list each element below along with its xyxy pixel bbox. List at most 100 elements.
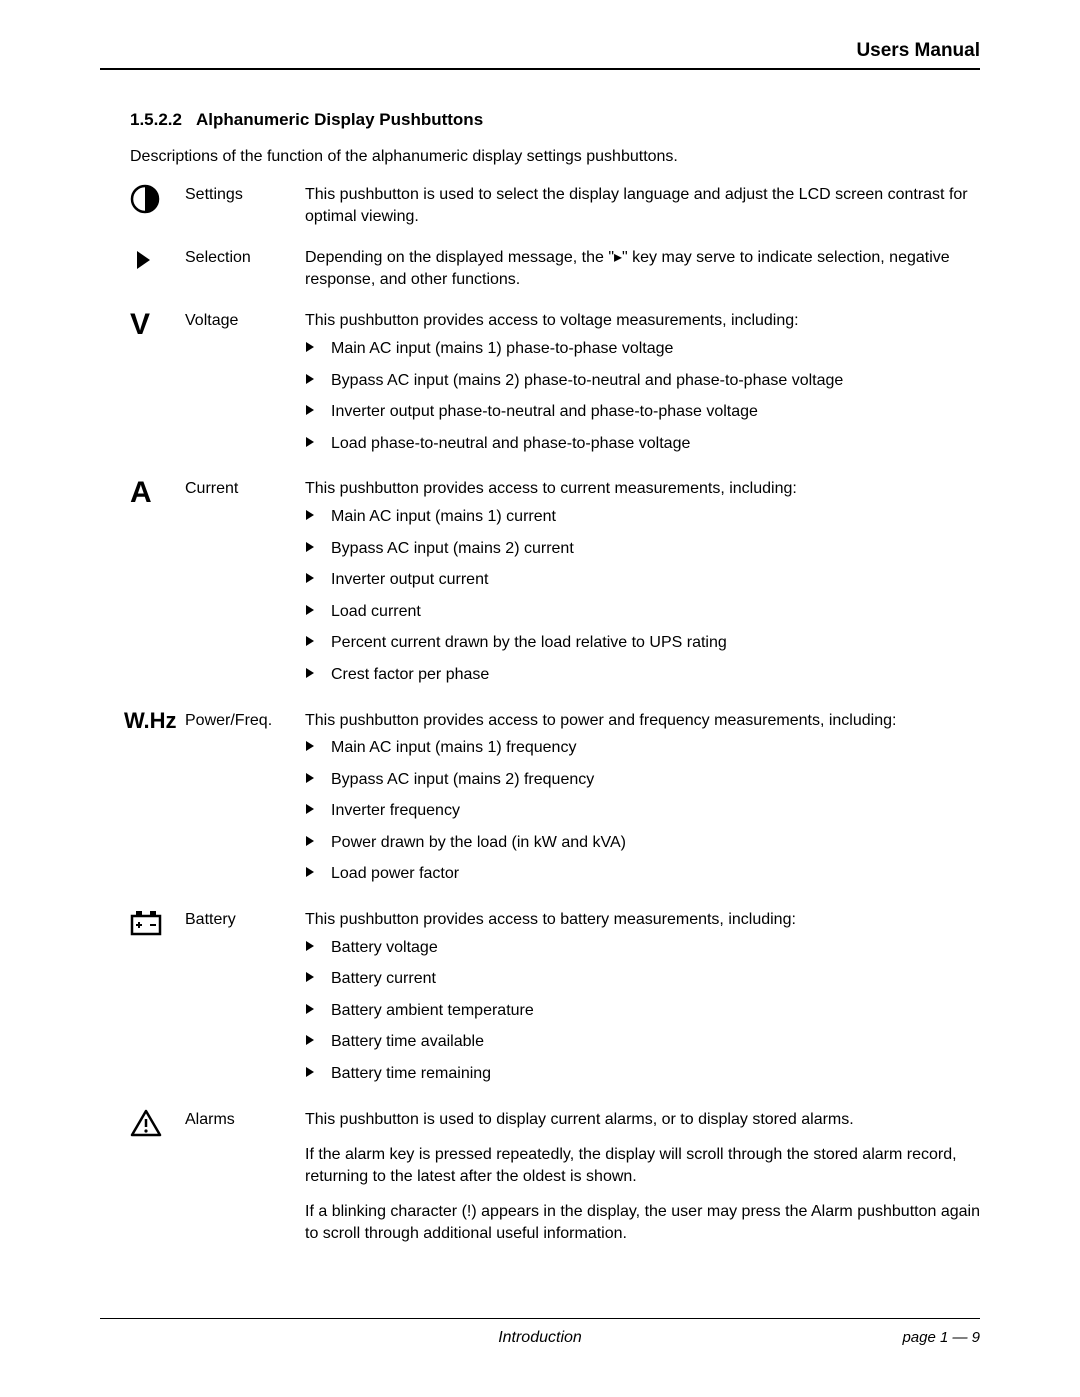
contrast-icon bbox=[130, 184, 185, 214]
row-settings: Settings This pushbutton is used to sele… bbox=[130, 184, 980, 233]
row-alarms: Alarms This pushbutton is used to displa… bbox=[130, 1109, 980, 1259]
voltage-desc: This pushbutton provides access to volta… bbox=[305, 310, 980, 464]
powerfreq-bullets: Main AC input (mains 1) frequency Bypass … bbox=[305, 737, 980, 885]
bullet-item: Load power factor bbox=[305, 863, 980, 885]
bullet-marker-icon bbox=[305, 506, 331, 521]
bullet-text: Load current bbox=[331, 601, 421, 623]
voltage-icon: V bbox=[130, 310, 185, 340]
bullet-item: Battery voltage bbox=[305, 937, 980, 959]
powerfreq-desc: This pushbutton provides access to power… bbox=[305, 710, 980, 896]
row-voltage: V Voltage This pushbutton provides acces… bbox=[130, 310, 980, 464]
bullet-text: Inverter output phase-to-neutral and pha… bbox=[331, 401, 758, 423]
section-heading: 1.5.2.2 Alphanumeric Display Pushbuttons bbox=[130, 110, 980, 130]
bullet-marker-icon bbox=[305, 1063, 331, 1078]
current-bullets: Main AC input (mains 1) current Bypass AC… bbox=[305, 506, 980, 686]
row-powerfreq: W.Hz Power/Freq. This pushbutton provide… bbox=[130, 710, 980, 896]
battery-desc: This pushbutton provides access to batte… bbox=[305, 909, 980, 1095]
battery-bullets: Battery voltage Battery current Battery am… bbox=[305, 937, 980, 1085]
bullet-item: Inverter output current bbox=[305, 569, 980, 591]
bullet-text: Main AC input (mains 1) current bbox=[331, 506, 556, 528]
bullet-item: Battery current bbox=[305, 968, 980, 990]
footer-center: Introduction bbox=[498, 1329, 582, 1347]
section-number: 1.5.2.2 bbox=[130, 110, 182, 129]
bullet-item: Crest factor per phase bbox=[305, 664, 980, 686]
bullet-item: Load current bbox=[305, 601, 980, 623]
bullet-item: Inverter frequency bbox=[305, 800, 980, 822]
bullet-item: Battery time remaining bbox=[305, 1063, 980, 1085]
bullet-text: Power drawn by the load (in kW and kVA) bbox=[331, 832, 626, 854]
bullet-marker-icon bbox=[305, 433, 331, 448]
row-selection: Selection Depending on the displayed mes… bbox=[130, 247, 980, 296]
bullet-item: Main AC input (mains 1) current bbox=[305, 506, 980, 528]
voltage-bullets: Main AC input (mains 1) phase-to-phase v… bbox=[305, 338, 980, 454]
header-title: Users Manual bbox=[856, 40, 980, 61]
bullet-item: Bypass AC input (mains 2) frequency bbox=[305, 769, 980, 791]
bullet-marker-icon bbox=[305, 1031, 331, 1046]
bullet-item: Battery ambient temperature bbox=[305, 1000, 980, 1022]
bullet-item: Main AC input (mains 1) frequency bbox=[305, 737, 980, 759]
bullet-text: Inverter output current bbox=[331, 569, 488, 591]
bullet-item: Bypass AC input (mains 2) current bbox=[305, 538, 980, 560]
battery-label: Battery bbox=[185, 909, 305, 929]
bullet-marker-icon bbox=[305, 863, 331, 878]
bullet-marker-icon bbox=[305, 370, 331, 385]
powerfreq-icon: W.Hz bbox=[130, 710, 185, 732]
bullet-text: Bypass AC input (mains 2) current bbox=[331, 538, 574, 560]
bullet-text: Inverter frequency bbox=[331, 800, 460, 822]
bullet-item: Main AC input (mains 1) phase-to-phase v… bbox=[305, 338, 980, 360]
alarms-label: Alarms bbox=[185, 1109, 305, 1129]
bullet-text: Battery current bbox=[331, 968, 436, 990]
bullet-item: Inverter output phase-to-neutral and pha… bbox=[305, 401, 980, 423]
settings-label: Settings bbox=[185, 184, 305, 204]
bullet-text: Battery time remaining bbox=[331, 1063, 491, 1085]
bullet-text: Percent current drawn by the load relati… bbox=[331, 632, 727, 654]
settings-desc: This pushbutton is used to select the di… bbox=[305, 184, 980, 233]
battery-icon bbox=[130, 909, 185, 937]
current-label: Current bbox=[185, 478, 305, 498]
alarm-icon bbox=[130, 1109, 185, 1137]
bullet-marker-icon bbox=[305, 737, 331, 752]
bullet-item: Power drawn by the load (in kW and kVA) bbox=[305, 832, 980, 854]
bullet-item: Bypass AC input (mains 2) phase-to-neutr… bbox=[305, 370, 980, 392]
bullet-text: Main AC input (mains 1) phase-to-phase v… bbox=[331, 338, 673, 360]
bullet-text: Load phase-to-neutral and phase-to-phase… bbox=[331, 433, 690, 455]
bullet-text: Battery time available bbox=[331, 1031, 484, 1053]
page-footer: Introduction page 1 — 9 bbox=[100, 1318, 980, 1347]
bullet-item: Percent current drawn by the load relati… bbox=[305, 632, 980, 654]
bullet-marker-icon bbox=[305, 338, 331, 353]
bullet-text: Battery voltage bbox=[331, 937, 438, 959]
row-current: A Current This pushbutton provides acces… bbox=[130, 478, 980, 695]
bullet-marker-icon bbox=[305, 569, 331, 584]
bullet-text: Bypass AC input (mains 2) frequency bbox=[331, 769, 594, 791]
bullet-marker-icon bbox=[305, 664, 331, 679]
current-desc: This pushbutton provides access to curre… bbox=[305, 478, 980, 695]
section-title: Alphanumeric Display Pushbuttons bbox=[196, 110, 483, 129]
bullet-marker-icon bbox=[305, 800, 331, 815]
bullet-marker-icon bbox=[305, 538, 331, 553]
bullet-text: Load power factor bbox=[331, 863, 459, 885]
page-header: Users Manual bbox=[100, 40, 980, 70]
bullet-text: Crest factor per phase bbox=[331, 664, 489, 686]
bullet-marker-icon bbox=[305, 1000, 331, 1015]
footer-page-number: page 1 — 9 bbox=[902, 1329, 980, 1346]
section-intro: Descriptions of the function of the alph… bbox=[130, 148, 980, 166]
row-battery: Battery This pushbutton provides access … bbox=[130, 909, 980, 1095]
bullet-marker-icon bbox=[305, 937, 331, 952]
bullet-text: Battery ambient temperature bbox=[331, 1000, 534, 1022]
selection-desc: Depending on the displayed message, the … bbox=[305, 247, 980, 296]
selection-label: Selection bbox=[185, 247, 305, 267]
bullet-item: Load phase-to-neutral and phase-to-phase… bbox=[305, 433, 980, 455]
arrow-right-icon bbox=[130, 247, 185, 273]
voltage-label: Voltage bbox=[185, 310, 305, 330]
bullet-marker-icon bbox=[305, 832, 331, 847]
alarms-desc: This pushbutton is used to display curre… bbox=[305, 1109, 980, 1259]
bullet-item: Battery time available bbox=[305, 1031, 980, 1053]
bullet-marker-icon bbox=[305, 401, 331, 416]
page-container: Users Manual 1.5.2.2 Alphanumeric Display… bbox=[0, 0, 1080, 1333]
current-icon: A bbox=[130, 478, 185, 508]
bullet-marker-icon bbox=[305, 769, 331, 784]
bullet-marker-icon bbox=[305, 632, 331, 647]
bullet-text: Main AC input (mains 1) frequency bbox=[331, 737, 576, 759]
bullet-marker-icon bbox=[305, 601, 331, 616]
bullet-text: Bypass AC input (mains 2) phase-to-neutr… bbox=[331, 370, 843, 392]
